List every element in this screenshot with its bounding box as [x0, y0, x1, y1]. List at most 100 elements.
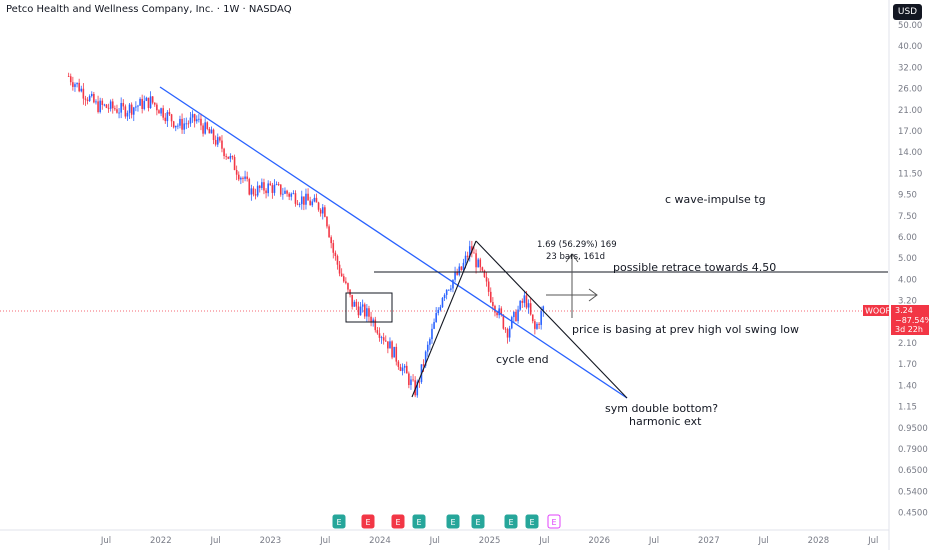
y-tick-label: 40.00: [898, 42, 922, 52]
x-tick-label: Jul: [319, 536, 330, 546]
time-axis[interactable]: Jul 2022 Jul 2023 Jul 2024 Jul 2025 Jul 2026 Jul 20…: [100, 536, 878, 546]
y-tick-label: 32.00: [898, 63, 922, 73]
candle: [187, 120, 190, 128]
candle: [288, 192, 290, 201]
chart-title: Petco Health and Wellness Company, Inc. …: [6, 4, 292, 15]
candle: [76, 82, 78, 88]
x-tick-label: Jul: [538, 536, 549, 546]
earnings-marker[interactable]: E: [525, 514, 539, 529]
candle: [303, 196, 305, 211]
y-tick-label: 2.10: [898, 339, 917, 349]
earnings-marker[interactable]: E: [412, 514, 426, 529]
candle: [78, 78, 80, 93]
candle: [405, 361, 408, 374]
cycle-end-annotation: cycle end: [496, 353, 549, 366]
descending-trendline[interactable]: [159, 86, 628, 399]
x-tick-label: Jul: [209, 536, 220, 546]
x-tick-label: Jul: [757, 536, 768, 546]
earnings-marker[interactable]: E: [391, 514, 405, 529]
candle: [95, 99, 97, 105]
candle: [410, 375, 412, 390]
earnings-marker[interactable]: E: [504, 514, 518, 529]
candle: [284, 187, 286, 195]
candle: [370, 311, 372, 327]
candle: [177, 123, 179, 130]
candle: [468, 240, 471, 262]
y-tick-label: 9.50: [898, 191, 917, 201]
candle: [416, 379, 419, 398]
svg-text:E: E: [475, 518, 480, 527]
price-label-tag: WOOF 3.24 −87.54% 3d 22h: [863, 305, 932, 335]
earnings-marker[interactable]: E: [547, 514, 561, 529]
candle: [534, 319, 536, 335]
candle: [185, 117, 188, 130]
x-tick-label: 2023: [260, 536, 282, 546]
candle: [93, 91, 95, 104]
earnings-marker[interactable]: E: [446, 514, 460, 529]
earnings-marker[interactable]: E: [471, 514, 485, 529]
candle: [487, 278, 490, 297]
candle: [315, 193, 318, 203]
candle: [271, 182, 274, 199]
candle: [72, 76, 74, 91]
candle: [397, 360, 400, 370]
measure-annotation-2: 23 bars, 161d: [546, 252, 605, 262]
wave-leg-up[interactable]: [411, 240, 477, 398]
x-tick-label: 2025: [479, 536, 501, 546]
x-tick-label: Jul: [429, 536, 440, 546]
candle: [216, 133, 219, 148]
wave-leg-down[interactable]: [475, 240, 628, 399]
earnings-marker[interactable]: E: [361, 514, 375, 529]
candle: [391, 340, 393, 360]
candle: [244, 170, 246, 182]
candle: [450, 284, 452, 292]
candle: [204, 118, 206, 135]
candle: [67, 72, 70, 78]
consolidation-box[interactable]: [345, 292, 393, 323]
candle: [437, 307, 440, 316]
candle: [160, 107, 162, 117]
candle: [326, 215, 328, 229]
candle: [328, 224, 330, 238]
candle: [248, 177, 251, 196]
candle: [105, 104, 108, 109]
candle: [536, 322, 538, 330]
candle: [208, 127, 211, 134]
svg-text:E: E: [450, 518, 455, 527]
candle: [515, 309, 517, 322]
candle: [162, 105, 164, 121]
candle: [183, 117, 185, 135]
candle: [250, 184, 253, 201]
candle: [237, 171, 240, 182]
svg-text:E: E: [529, 518, 534, 527]
candle: [275, 181, 278, 186]
candle: [485, 272, 488, 287]
y-tick-label: 0.7900: [898, 445, 928, 455]
candle: [84, 95, 87, 106]
candle: [124, 104, 127, 119]
candles-layer: [67, 72, 545, 398]
candle: [193, 113, 196, 128]
candle: [462, 258, 465, 272]
svg-text:E: E: [365, 518, 370, 527]
currency-button[interactable]: USD: [893, 4, 922, 20]
y-tick-label: 21.00: [898, 106, 922, 116]
candle: [147, 97, 150, 112]
candle: [359, 301, 362, 316]
candle: [317, 201, 320, 212]
price-axis[interactable]: 50.00 40.00 32.00 26.00 21.00 17.00 14.00 11.50…: [898, 21, 928, 519]
candle: [114, 105, 116, 111]
price-tag-symbol: WOOF: [865, 307, 891, 316]
candle: [382, 332, 385, 345]
candle: [401, 363, 404, 376]
candle: [296, 200, 299, 206]
candle: [510, 315, 513, 330]
svg-text:E: E: [508, 518, 513, 527]
candle: [529, 297, 532, 316]
earnings-marker[interactable]: E: [332, 514, 346, 529]
candle: [137, 104, 139, 112]
candle: [265, 188, 267, 199]
target-arrows[interactable]: [546, 253, 598, 318]
